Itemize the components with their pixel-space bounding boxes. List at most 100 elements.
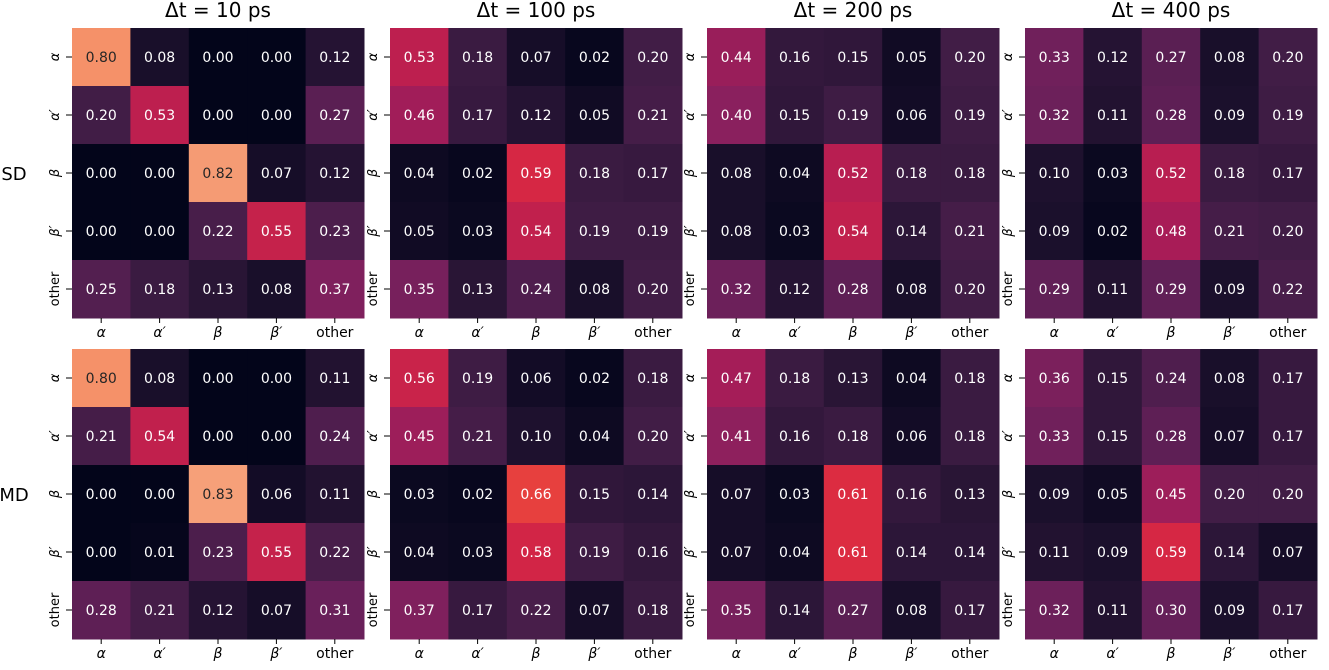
- heatmap-cell: [765, 144, 825, 203]
- cell-value-label: 0.00: [86, 224, 117, 240]
- cell-value-label: 0.80: [86, 371, 117, 387]
- x-tick-label: α: [732, 325, 742, 341]
- heatmap-cell: [1141, 202, 1201, 261]
- cell-value-label: 0.22: [319, 545, 350, 561]
- cell-value-label: 0.14: [896, 545, 927, 561]
- heatmap-cell: [1083, 465, 1143, 524]
- cell-value-label: 0.06: [896, 429, 927, 445]
- heatmap-cell: [188, 523, 248, 582]
- cell-value-label: 0.00: [261, 50, 292, 66]
- y-tick-label: β: [683, 490, 698, 499]
- heatmap-cell: [882, 465, 942, 524]
- heatmap-cell: [448, 465, 508, 524]
- x-tick-label: β: [531, 646, 541, 662]
- cell-value-label: 0.33: [1039, 429, 1070, 445]
- cell-value-label: 0.18: [896, 166, 927, 182]
- cell-value-label: 0.02: [462, 166, 493, 182]
- cell-value-label: 0.32: [1039, 108, 1070, 124]
- cell-value-label: 0.08: [1214, 50, 1245, 66]
- heatmap-cell: [1258, 581, 1318, 640]
- heatmap-cell: [506, 349, 566, 408]
- cell-value-label: 0.03: [779, 224, 810, 240]
- heatmap-cell: [448, 349, 508, 408]
- cell-value-label: 0.15: [1097, 371, 1128, 387]
- cell-value-label: 0.04: [404, 166, 435, 182]
- cell-value-label: 0.04: [579, 429, 610, 445]
- cell-value-label: 0.11: [319, 371, 350, 387]
- heatmap-cell: [1200, 407, 1260, 466]
- y-tick-label: β′: [366, 546, 381, 558]
- cell-value-label: 0.12: [319, 50, 350, 66]
- cell-value-label: 0.20: [1214, 487, 1245, 503]
- cell-value-label: 0.08: [721, 224, 752, 240]
- heatmap-cell: [1200, 260, 1260, 319]
- cell-value-label: 0.05: [896, 50, 927, 66]
- cell-value-label: 0.18: [837, 429, 868, 445]
- heatmap-cell: [247, 202, 307, 261]
- row-title: MD: [0, 485, 29, 506]
- cell-value-label: 0.12: [319, 166, 350, 182]
- cell-value-label: 0.00: [202, 108, 233, 124]
- x-tick-label: other: [634, 325, 672, 341]
- heatmap-cell: [1258, 349, 1318, 408]
- heatmap-cell: [1141, 523, 1201, 582]
- heatmap-cell: [623, 202, 683, 261]
- cell-value-label: 0.37: [404, 603, 435, 619]
- cell-value-label: 0.18: [637, 371, 668, 387]
- cell-value-label: 0.03: [462, 545, 493, 561]
- cell-value-label: 0.61: [837, 487, 868, 503]
- cell-value-label: 0.18: [954, 166, 985, 182]
- cell-value-label: 0.31: [319, 603, 350, 619]
- heatmap-cell: [565, 523, 625, 582]
- heatmap-cell: [390, 349, 449, 408]
- heatmap-cell: [823, 523, 883, 582]
- heatmap-cell: [390, 581, 449, 640]
- cell-value-label: 0.21: [637, 108, 668, 124]
- cell-value-label: 0.58: [520, 545, 551, 561]
- heatmap-cell: [390, 407, 449, 466]
- x-tick-label: other: [1269, 325, 1307, 341]
- column-title: Δt = 200 ps: [794, 0, 913, 22]
- x-tick-label: α: [415, 646, 425, 662]
- heatmap-cell: [1141, 349, 1201, 408]
- cell-value-label: 0.22: [202, 224, 233, 240]
- y-tick-label: β: [48, 490, 63, 499]
- cell-value-label: 0.18: [779, 371, 810, 387]
- y-tick-label: other: [1001, 271, 1016, 306]
- cell-value-label: 0.19: [579, 224, 610, 240]
- y-tick-label: β′: [683, 225, 698, 237]
- heatmap-cell: [1258, 260, 1318, 319]
- x-tick-label: α′: [1106, 646, 1119, 662]
- heatmap-cell: [707, 407, 766, 466]
- heatmap-cell: [707, 28, 766, 87]
- heatmap-cell: [823, 407, 883, 466]
- cell-value-label: 0.28: [86, 603, 117, 619]
- cell-value-label: 0.52: [837, 166, 868, 182]
- heatmap-cell: [565, 28, 625, 87]
- x-tick-label: α: [415, 325, 425, 341]
- cell-value-label: 0.21: [144, 603, 175, 619]
- x-tick-label: α′: [153, 646, 166, 662]
- heatmap-cell: [823, 144, 883, 203]
- x-tick-label: other: [951, 325, 989, 341]
- cell-value-label: 0.00: [144, 487, 175, 503]
- y-tick-label: β: [1001, 490, 1016, 499]
- heatmap-cell: [390, 86, 449, 145]
- cell-value-label: 0.08: [1214, 371, 1245, 387]
- heatmap-cell: [1141, 28, 1201, 87]
- y-tick-label: β′: [1001, 546, 1016, 558]
- cell-value-label: 0.45: [1155, 487, 1186, 503]
- heatmap-cell: [882, 349, 942, 408]
- y-tick-label: α: [1001, 373, 1016, 382]
- cell-value-label: 0.20: [1272, 487, 1303, 503]
- y-tick-label: β′: [366, 225, 381, 237]
- y-tick-label: other: [48, 592, 63, 627]
- cell-value-label: 0.82: [202, 166, 233, 182]
- x-tick-label: β′: [904, 646, 918, 662]
- y-tick-label: α: [683, 52, 698, 61]
- heatmap-cell: [247, 523, 307, 582]
- heatmap-cell: [247, 144, 307, 203]
- heatmap-cell: [707, 86, 766, 145]
- heatmap-cell: [882, 202, 942, 261]
